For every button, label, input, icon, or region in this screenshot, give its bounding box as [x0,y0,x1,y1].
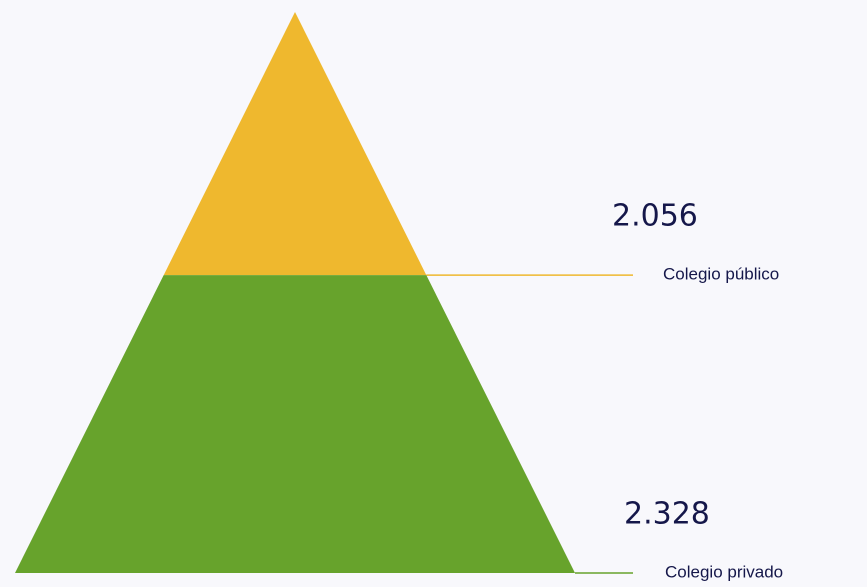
value-label: 2.328 [624,497,710,532]
pyramid-segment [163,12,427,276]
value-label: 2.056 [612,199,698,234]
pyramid-segment [15,275,575,573]
category-label: Colegio público [663,265,779,284]
category-label: Colegio privado [665,562,783,581]
